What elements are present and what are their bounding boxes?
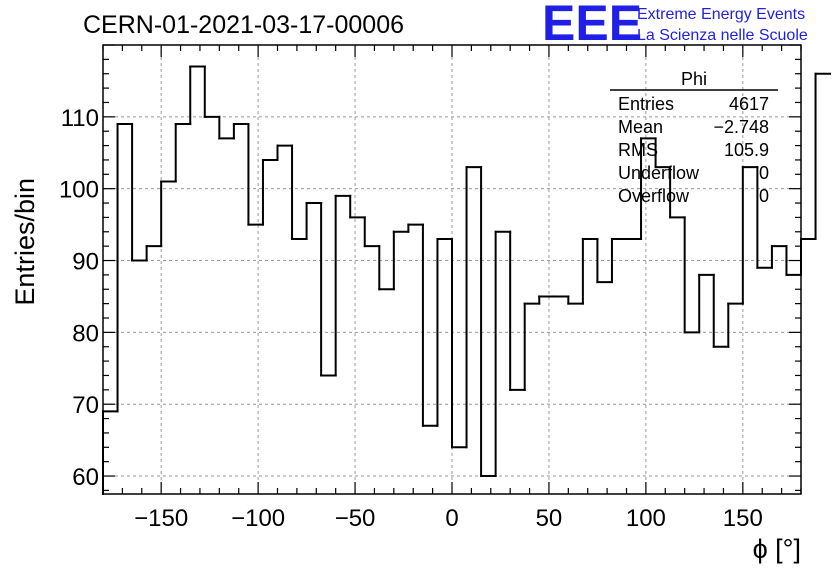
histogram-bin xyxy=(523,302,541,391)
x-tick-label: 150 xyxy=(723,505,763,532)
histogram-bin xyxy=(232,123,250,140)
histogram-bin xyxy=(218,115,235,140)
histogram-bin xyxy=(276,144,294,161)
histogram-bin xyxy=(407,223,424,233)
histogram-bin xyxy=(814,72,832,240)
eee-logo-mark: EEE xyxy=(542,0,642,51)
histogram-bin xyxy=(451,237,468,449)
y-axis-title: Entries/bin xyxy=(10,178,40,306)
stats-label-entries: Entries xyxy=(618,94,674,114)
histogram-bin xyxy=(378,245,395,291)
stats-label-mean: Mean xyxy=(618,117,663,137)
stats-label-rms: RMS xyxy=(618,140,658,160)
histogram-bin xyxy=(203,65,221,118)
histogram-bin xyxy=(189,65,206,126)
histogram-bin xyxy=(727,302,744,348)
eee-logo: EEE Extreme Energy Events La Scienza nel… xyxy=(542,0,808,51)
histogram-bin xyxy=(712,273,730,348)
histogram-bin xyxy=(116,123,134,413)
eee-logo-line2: La Scienza nelle Scuole xyxy=(637,27,808,44)
y-tick-label: 90 xyxy=(72,249,99,276)
eee-logo-line1: Extreme Energy Events xyxy=(637,6,805,23)
histogram-bin xyxy=(770,245,788,269)
histogram-bin xyxy=(349,194,366,219)
histogram-bin xyxy=(305,202,323,240)
histogram-bin xyxy=(654,137,672,169)
stats-name: Phi xyxy=(681,69,707,89)
histogram-bin xyxy=(567,295,584,305)
histogram-bin xyxy=(247,123,264,226)
histogram-bin xyxy=(756,166,773,269)
stats-value-underflow: 0 xyxy=(759,163,769,183)
x-tick-label: 100 xyxy=(626,505,666,532)
y-tick-label: 110 xyxy=(61,105,99,132)
histogram-bin xyxy=(291,144,308,240)
chart-title: CERN-01-2021-03-17-00006 xyxy=(83,11,404,39)
x-tick-label: −100 xyxy=(231,505,285,532)
histogram-bin xyxy=(741,166,759,305)
histogram-bin xyxy=(436,237,453,427)
histogram-bin xyxy=(363,216,381,248)
x-tick-label: 50 xyxy=(536,505,563,532)
stats-label-underflow: Underflow xyxy=(618,163,700,183)
y-tick-label: 60 xyxy=(72,464,99,491)
histogram-bin xyxy=(683,216,701,334)
histogram-bin xyxy=(610,237,628,284)
histogram-bin xyxy=(334,194,352,377)
stats-label-overflow: Overflow xyxy=(618,186,690,206)
stats-value-entries: 4617 xyxy=(729,94,769,114)
stats-value-rms: 105.9 xyxy=(724,140,769,160)
histogram-bin xyxy=(581,237,599,305)
histogram-bin xyxy=(465,166,483,449)
stats-value-overflow: 0 xyxy=(759,186,769,206)
histogram-bin xyxy=(102,410,119,495)
stats-box: Phi Entries 4617 Mean −2.748 RMS 105.9 U… xyxy=(610,69,778,206)
histogram-bin xyxy=(640,137,657,240)
x-tick-label: −50 xyxy=(335,505,376,532)
histogram-bin xyxy=(669,166,686,219)
histogram-bin xyxy=(145,245,163,262)
stats-value-mean: −2.748 xyxy=(713,117,769,137)
y-tick-label: 100 xyxy=(59,177,99,204)
histogram-bin xyxy=(160,180,177,248)
histogram-bin xyxy=(538,295,555,305)
histogram-bin xyxy=(392,230,410,291)
x-tick-label: −150 xyxy=(134,505,188,532)
histogram-bin xyxy=(131,123,148,262)
histogram-bin xyxy=(698,273,715,334)
y-tick-label: 80 xyxy=(72,320,99,347)
histogram-bin xyxy=(509,230,526,391)
histogram-bin xyxy=(174,123,192,183)
histogram-bin xyxy=(261,158,279,226)
x-axis-title: ϕ [°] xyxy=(753,534,801,564)
histogram-bin xyxy=(596,237,613,284)
y-tick-label: 70 xyxy=(72,392,99,419)
axes: −150 −100 −50 0 50 100 150 60 70 80 90 100 110 xyxy=(59,44,802,532)
histogram-bin xyxy=(494,230,512,478)
histogram-bin xyxy=(800,237,817,276)
x-tick-label: 0 xyxy=(445,505,458,532)
histogram-bars xyxy=(102,65,832,495)
histogram-bin xyxy=(421,223,439,427)
histogram-bin xyxy=(320,202,337,377)
histogram-bin xyxy=(480,166,497,478)
